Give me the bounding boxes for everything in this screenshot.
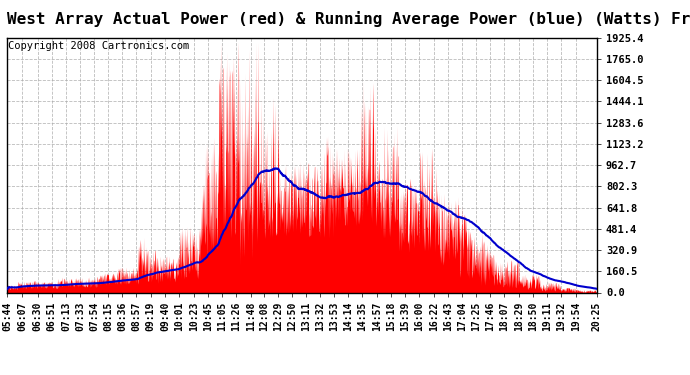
Text: Copyright 2008 Cartronics.com: Copyright 2008 Cartronics.com	[8, 41, 189, 51]
Text: West Array Actual Power (red) & Running Average Power (blue) (Watts) Fri Jul 18 : West Array Actual Power (red) & Running …	[7, 11, 690, 27]
